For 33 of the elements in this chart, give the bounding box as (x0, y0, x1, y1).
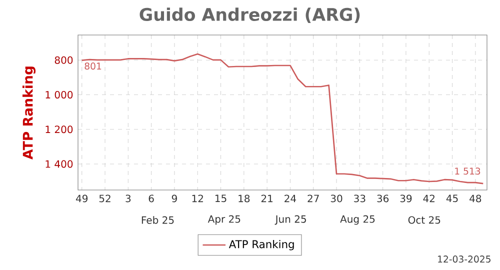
chart-title: Guido Andreozzi (ARG) (140, 8, 360, 24)
x-tick-label: 39 (400, 194, 412, 202)
text: Oct 25 (408, 216, 440, 224)
text: Jun 25 (274, 215, 306, 225)
y-tick-label: 1 200 (46, 126, 73, 134)
x-tick-label: 18 (238, 194, 250, 202)
x-tick-label: 27 (308, 194, 319, 202)
y-axis-title: ATP Ranking (22, 66, 36, 160)
x-tick-label: 45 (446, 194, 458, 202)
text: Aug 25 (340, 215, 375, 225)
legend-label: ATP Ranking (228, 240, 294, 250)
x-tick-label: 24 (284, 194, 296, 202)
text: Feb 25 (142, 216, 174, 224)
text: 12-03-2025 (438, 256, 490, 263)
x-tick-label: 49 (76, 194, 88, 202)
x-tick-label: 52 (99, 194, 110, 202)
x-tick-label: 42 (423, 194, 434, 202)
x-tick-label: 6 (148, 194, 154, 202)
x-tick-label: 36 (377, 194, 389, 202)
y-tick-label: 1 000 (46, 90, 73, 99)
x-tick-label: 12 (192, 194, 203, 202)
y-tick-label: 800 (54, 56, 73, 64)
x-tick-label: 33 (354, 194, 366, 202)
x-tick-label: 21 (261, 194, 272, 202)
x-tick-label: 48 (470, 194, 482, 202)
data-label: 1 513 (455, 168, 480, 175)
x-tick-label: 30 (330, 194, 342, 202)
text: Apr 25 (208, 215, 240, 225)
y-tick-label: 1 400 (46, 160, 73, 168)
data-label: 801 (84, 62, 102, 70)
x-tick-label: 3 (126, 194, 131, 202)
x-tick-label: 15 (216, 194, 226, 202)
x-tick-label: 9 (172, 194, 177, 202)
